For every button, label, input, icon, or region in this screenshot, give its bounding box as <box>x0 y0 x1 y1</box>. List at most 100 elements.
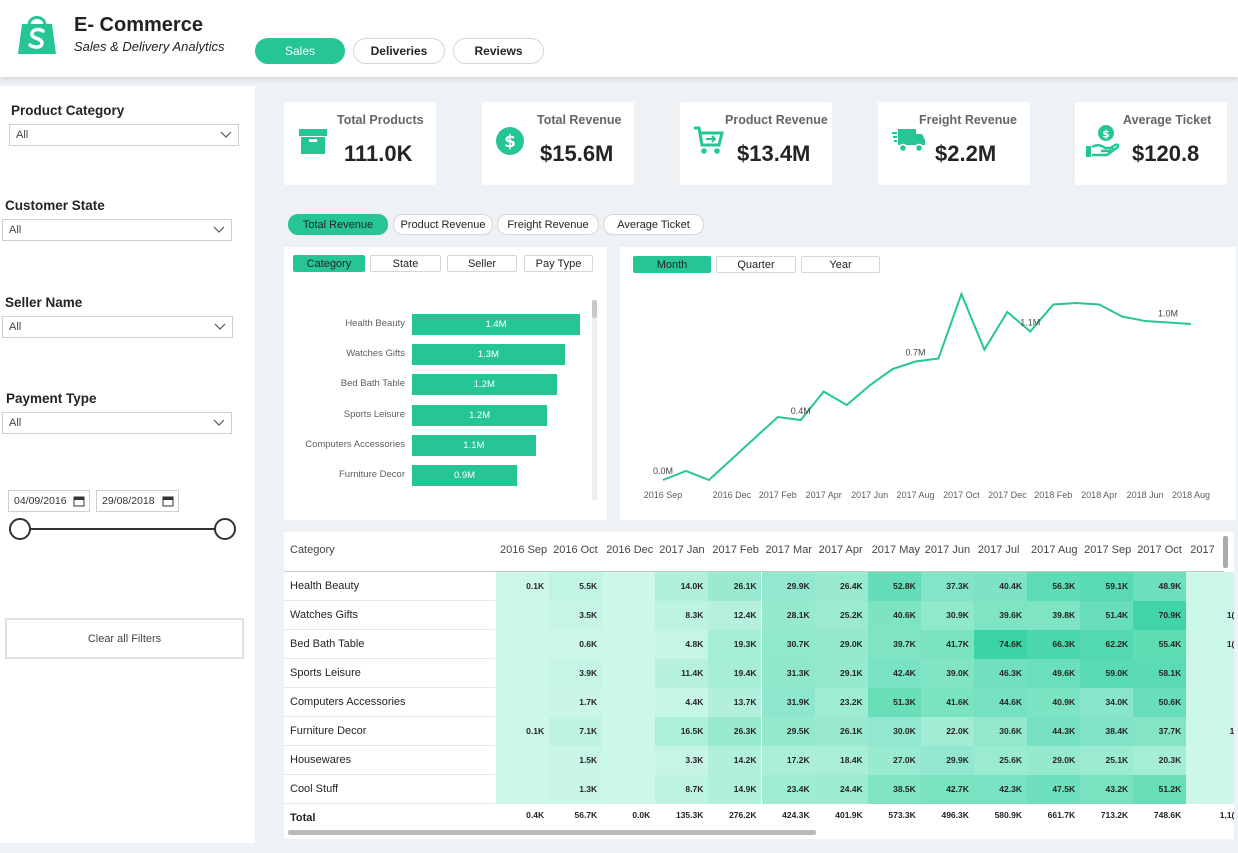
matrix-cell[interactable]: 39.7K <box>867 630 921 659</box>
matrix-cell[interactable]: 40.4K <box>973 572 1027 601</box>
date-range-slider-track[interactable] <box>20 528 226 530</box>
matrix-cell[interactable]: 31.9K <box>761 688 815 717</box>
metric-average-ticket-button[interactable]: Average Ticket <box>603 214 704 235</box>
matrix-cell[interactable] <box>1186 659 1234 688</box>
matrix-cell[interactable]: 46.3K <box>973 659 1027 688</box>
matrix-cell[interactable]: 37.3K <box>920 572 974 601</box>
metric-freight-revenue-button[interactable]: Freight Revenue <box>497 214 599 235</box>
matrix-cell[interactable]: 5.5K <box>549 572 603 601</box>
matrix-cell[interactable]: 44.3K <box>1027 717 1081 746</box>
dimension-pay-type-button[interactable]: Pay Type <box>524 255 593 272</box>
matrix-cell[interactable] <box>1186 572 1234 601</box>
end-date-input[interactable]: 29/08/2018 <box>96 490 179 512</box>
matrix-cell[interactable]: 29.1K <box>814 659 868 688</box>
revenue-series-line[interactable] <box>662 291 1192 482</box>
matrix-cell[interactable]: 30.6K <box>973 717 1027 746</box>
matrix-cell[interactable]: 58.1K <box>1133 659 1187 688</box>
matrix-cell[interactable]: 19.3K <box>708 630 762 659</box>
matrix-cell[interactable]: 25.2K <box>814 601 868 630</box>
matrix-cell[interactable]: 42.4K <box>867 659 921 688</box>
matrix-cell[interactable]: 16.5K <box>655 717 709 746</box>
period-quarter-button[interactable]: Quarter <box>716 256 796 273</box>
matrix-cell[interactable] <box>602 717 656 746</box>
matrix-cell[interactable]: 29.0K <box>1027 746 1081 775</box>
matrix-cell[interactable]: 14.2K <box>708 746 762 775</box>
calendar-icon[interactable] <box>73 495 85 507</box>
bar-chart-scroll-track[interactable] <box>592 300 597 500</box>
bar-mark[interactable] <box>412 404 548 426</box>
metric-product-revenue-button[interactable]: Product Revenue <box>393 214 493 235</box>
matrix-cell[interactable]: 56.3K <box>1027 572 1081 601</box>
matrix-cell[interactable]: 41.6K <box>920 688 974 717</box>
calendar-icon[interactable] <box>162 495 174 507</box>
matrix-cell[interactable]: 1.7K <box>549 688 603 717</box>
matrix-cell[interactable]: 51.4K <box>1080 601 1134 630</box>
tab-deliveries[interactable]: Deliveries <box>353 38 445 64</box>
matrix-cell[interactable]: 39.8K <box>1027 601 1081 630</box>
matrix-cell[interactable]: 47.5K <box>1027 775 1081 804</box>
matrix-cell[interactable]: 3.9K <box>549 659 603 688</box>
product-category-dropdown[interactable]: All <box>9 124 239 146</box>
bar-mark[interactable] <box>412 314 580 335</box>
matrix-cell[interactable]: 62.2K <box>1080 630 1134 659</box>
matrix-vertical-scrollbar[interactable] <box>1223 536 1228 568</box>
matrix-cell[interactable]: 25.1K <box>1080 746 1134 775</box>
matrix-cell[interactable]: 18.4K <box>814 746 868 775</box>
date-range-end-handle[interactable] <box>214 518 236 540</box>
matrix-cell[interactable]: 30.7K <box>761 630 815 659</box>
matrix-cell[interactable]: 49.6K <box>1027 659 1081 688</box>
customer-state-dropdown[interactable]: All <box>2 219 232 241</box>
matrix-cell[interactable]: 40.9K <box>1027 688 1081 717</box>
matrix-cell[interactable]: 51.3K <box>867 688 921 717</box>
period-year-button[interactable]: Year <box>801 256 880 273</box>
matrix-cell[interactable]: 27.0K <box>867 746 921 775</box>
matrix-cell[interactable]: 3.3K <box>655 746 709 775</box>
metric-total-revenue-button[interactable]: Total Revenue <box>288 214 388 235</box>
start-date-input[interactable]: 04/09/2016 <box>8 490 90 512</box>
matrix-cell[interactable]: 39.6K <box>973 601 1027 630</box>
matrix-cell[interactable]: 1.3K <box>549 775 603 804</box>
period-month-button[interactable]: Month <box>633 256 711 273</box>
matrix-cell[interactable] <box>496 659 550 688</box>
matrix-cell[interactable]: 14.0K <box>655 572 709 601</box>
matrix-cell[interactable]: 29.9K <box>920 746 974 775</box>
matrix-cell[interactable]: 8.7K <box>655 775 709 804</box>
matrix-cell[interactable] <box>602 601 656 630</box>
matrix-cell[interactable]: 23.4K <box>761 775 815 804</box>
matrix-cell[interactable]: 23.2K <box>814 688 868 717</box>
seller-name-dropdown[interactable]: All <box>2 316 233 338</box>
matrix-cell[interactable]: 26.4K <box>814 572 868 601</box>
matrix-cell[interactable]: 41.7K <box>920 630 974 659</box>
matrix-cell[interactable]: 20.3K <box>1133 746 1187 775</box>
matrix-cell[interactable] <box>1186 746 1234 775</box>
bar-mark[interactable] <box>412 344 565 366</box>
matrix-cell[interactable]: 38.4K <box>1080 717 1134 746</box>
matrix-cell[interactable]: 0.6K <box>549 630 603 659</box>
matrix-cell[interactable] <box>602 775 656 804</box>
matrix-cell[interactable]: 24.4K <box>814 775 868 804</box>
matrix-cell[interactable]: 0.1K <box>496 717 550 746</box>
matrix-cell[interactable]: 66.3K <box>1027 630 1081 659</box>
matrix-cell[interactable]: 31.3K <box>761 659 815 688</box>
dimension-state-button[interactable]: State <box>370 255 441 272</box>
matrix-cell[interactable]: 40.6K <box>867 601 921 630</box>
dimension-seller-button[interactable]: Seller <box>447 255 517 272</box>
dimension-category-button[interactable]: Category <box>293 255 365 272</box>
matrix-cell[interactable] <box>496 601 550 630</box>
tab-reviews[interactable]: Reviews <box>453 38 544 64</box>
matrix-cell[interactable]: 13.7K <box>708 688 762 717</box>
matrix-cell[interactable]: 29.9K <box>761 572 815 601</box>
bar-chart-scroll-thumb[interactable] <box>592 300 597 318</box>
matrix-cell[interactable]: 70.9K <box>1133 601 1187 630</box>
matrix-cell[interactable]: 30.0K <box>867 717 921 746</box>
matrix-cell[interactable] <box>602 746 656 775</box>
matrix-cell[interactable]: 37.7K <box>1133 717 1187 746</box>
matrix-cell[interactable]: 1.5K <box>549 746 603 775</box>
matrix-cell[interactable]: 29.0K <box>814 630 868 659</box>
matrix-cell[interactable]: 59.0K <box>1080 659 1134 688</box>
matrix-cell[interactable] <box>602 572 656 601</box>
date-range-start-handle[interactable] <box>9 518 31 540</box>
matrix-cell[interactable] <box>496 688 550 717</box>
matrix-cell[interactable]: 0.1K <box>496 572 550 601</box>
matrix-cell[interactable]: 52.8K <box>867 572 921 601</box>
